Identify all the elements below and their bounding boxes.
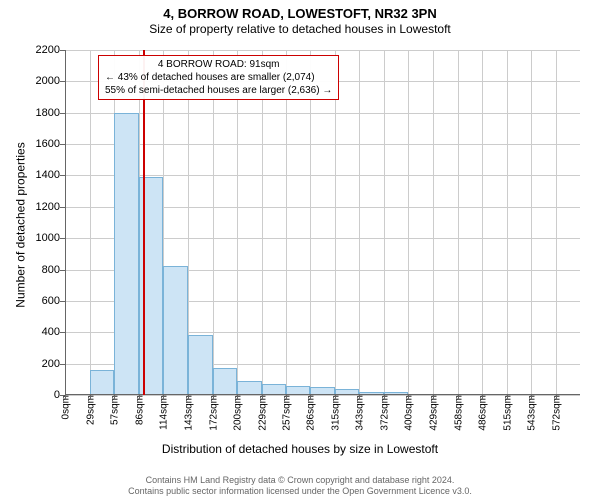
- property-marker-line: [143, 50, 145, 395]
- gridline-vertical: [213, 50, 214, 395]
- x-tick-label: 286sqm: [304, 395, 317, 431]
- x-tick-mark: [384, 395, 385, 400]
- x-tick-mark: [433, 395, 434, 400]
- x-tick-label: 515sqm: [501, 395, 514, 431]
- x-tick-label: 400sqm: [402, 395, 415, 431]
- chart-title-2: Size of property relative to detached ho…: [0, 21, 600, 36]
- x-tick-label: 486sqm: [476, 395, 489, 431]
- footer-line-2: Contains public sector information licen…: [0, 486, 600, 498]
- gridline-vertical: [335, 50, 336, 395]
- annotation-box: 4 BORROW ROAD: 91sqm← 43% of detached ho…: [98, 55, 339, 100]
- gridline-vertical: [310, 50, 311, 395]
- gridline-vertical: [359, 50, 360, 395]
- x-tick-mark: [335, 395, 336, 400]
- histogram-bar: [188, 335, 213, 395]
- x-axis-title: Distribution of detached houses by size …: [0, 442, 600, 456]
- gridline-vertical: [237, 50, 238, 395]
- x-tick-label: 315sqm: [329, 395, 342, 431]
- x-tick-mark: [139, 395, 140, 400]
- x-tick-label: 172sqm: [206, 395, 219, 431]
- y-axis-line: [65, 50, 66, 395]
- histogram-bar: [213, 368, 237, 395]
- x-tick-label: 229sqm: [255, 395, 268, 431]
- x-tick-mark: [482, 395, 483, 400]
- gridline-vertical: [433, 50, 434, 395]
- gridline-vertical: [556, 50, 557, 395]
- x-tick-mark: [237, 395, 238, 400]
- x-tick-mark: [556, 395, 557, 400]
- chart-title-1: 4, BORROW ROAD, LOWESTOFT, NR32 3PN: [0, 0, 600, 21]
- gridline-vertical: [531, 50, 532, 395]
- footer: Contains HM Land Registry data © Crown c…: [0, 475, 600, 498]
- histogram-bar: [163, 266, 188, 395]
- x-tick-mark: [408, 395, 409, 400]
- gridline-vertical: [408, 50, 409, 395]
- gridline-vertical: [507, 50, 508, 395]
- x-tick-mark: [188, 395, 189, 400]
- x-tick-mark: [65, 395, 66, 400]
- x-tick-label: 257sqm: [279, 395, 292, 431]
- x-tick-label: 343sqm: [353, 395, 366, 431]
- gridline-vertical: [384, 50, 385, 395]
- gridline-vertical: [482, 50, 483, 395]
- gridline-vertical: [286, 50, 287, 395]
- chart-plot-area: 0200400600800100012001400160018002000220…: [65, 50, 580, 395]
- x-tick-label: 200sqm: [230, 395, 243, 431]
- annotation-line: 4 BORROW ROAD: 91sqm: [105, 58, 332, 71]
- gridline-vertical: [458, 50, 459, 395]
- gridline-vertical: [90, 50, 91, 395]
- gridline-vertical: [262, 50, 263, 395]
- histogram-bar: [90, 370, 114, 395]
- footer-line-1: Contains HM Land Registry data © Crown c…: [0, 475, 600, 487]
- x-tick-label: 143sqm: [181, 395, 194, 431]
- annotation-line: ← 43% of detached houses are smaller (2,…: [105, 71, 332, 84]
- x-tick-mark: [531, 395, 532, 400]
- histogram-bar: [114, 113, 139, 395]
- histogram-bar: [237, 381, 262, 395]
- x-tick-mark: [458, 395, 459, 400]
- x-tick-label: 372sqm: [378, 395, 391, 431]
- x-tick-label: 458sqm: [452, 395, 465, 431]
- x-tick-mark: [213, 395, 214, 400]
- x-tick-label: 543sqm: [525, 395, 538, 431]
- x-tick-label: 429sqm: [427, 395, 440, 431]
- x-tick-mark: [262, 395, 263, 400]
- x-tick-mark: [114, 395, 115, 400]
- annotation-line: 55% of semi-detached houses are larger (…: [105, 84, 332, 97]
- x-tick-mark: [163, 395, 164, 400]
- x-tick-mark: [507, 395, 508, 400]
- x-tick-mark: [90, 395, 91, 400]
- x-tick-label: 114sqm: [156, 395, 169, 430]
- x-tick-mark: [286, 395, 287, 400]
- x-tick-mark: [310, 395, 311, 400]
- x-tick-label: 572sqm: [549, 395, 562, 431]
- x-tick-mark: [359, 395, 360, 400]
- y-axis-title: Number of detached properties: [14, 142, 28, 307]
